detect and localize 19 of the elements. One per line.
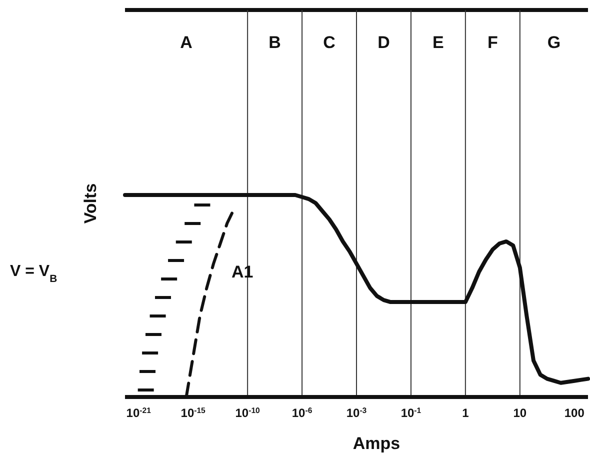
- x-tick-label: 10$^{-15}$: [180, 406, 206, 420]
- text: B: [268, 33, 281, 52]
- x-tick-label: 10$^{-1}$: [400, 406, 422, 420]
- x-tick-label: 10$^{-21}$: [126, 406, 152, 420]
- text: A: [180, 33, 192, 52]
- text: D: [378, 33, 390, 52]
- x-tick-label: 1: [462, 406, 470, 420]
- x-tick-label: 10$^{-10}$: [235, 406, 261, 420]
- text: G: [547, 33, 561, 52]
- x-tick-label: 10$^{-3}$: [346, 406, 368, 420]
- text: E: [432, 33, 444, 52]
- text: F: [487, 33, 498, 52]
- x-tick-label: 10$^{-6}$: [292, 406, 313, 420]
- x-axis-title: Amps: [352, 434, 400, 453]
- x-tick-label: 10: [513, 406, 527, 420]
- text: V = V$_{B}$: [10, 263, 58, 284]
- x-tick-label: 100: [564, 406, 585, 420]
- text: C: [323, 33, 336, 52]
- y-axis-title: Volts: [81, 183, 100, 224]
